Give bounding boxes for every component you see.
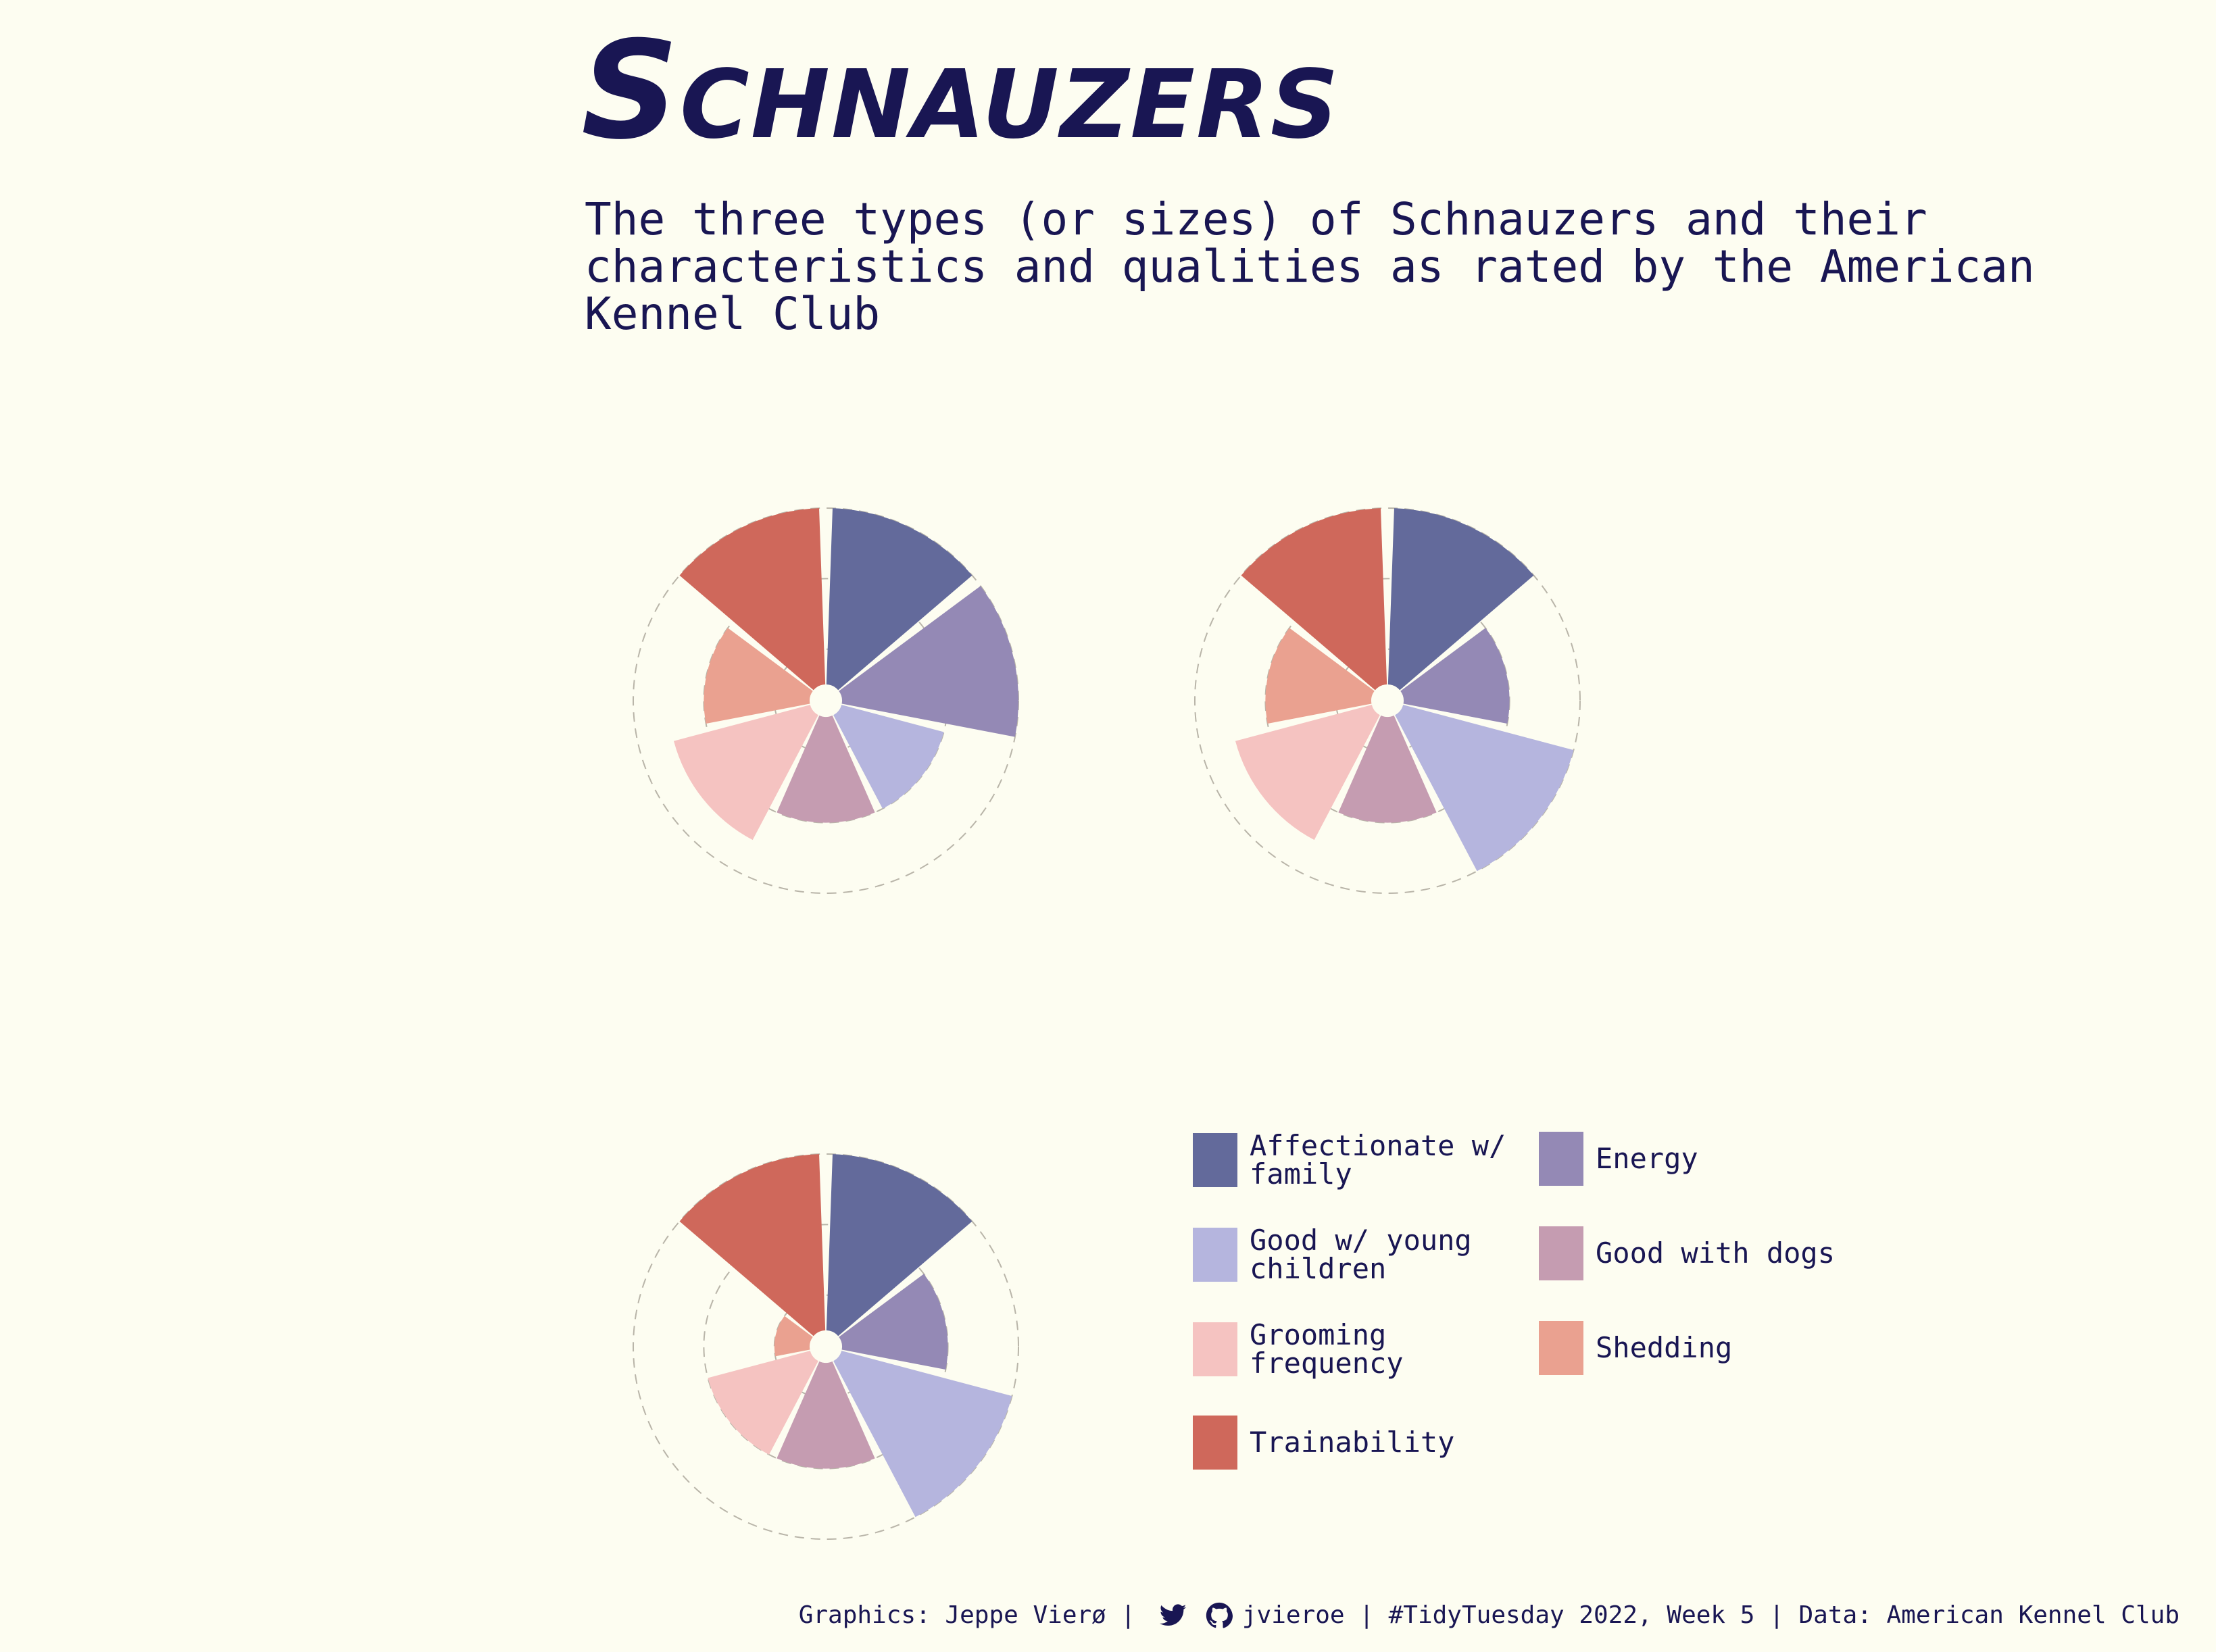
bar-affectionate-w-family xyxy=(826,508,972,691)
legend-swatch xyxy=(1193,1228,1237,1282)
caption-handle: jvieroe xyxy=(1241,1601,1345,1629)
legend-label: Energy xyxy=(1596,1142,1698,1175)
page-subtitle: The three types (or sizes) of Schnauzers… xyxy=(585,193,2035,340)
bar-energy xyxy=(839,1274,948,1370)
bar-shedding xyxy=(704,628,813,724)
gridline-5 xyxy=(1194,507,1581,894)
legend-label: Trainability xyxy=(1250,1426,1455,1459)
legend-label: Grooming frequency xyxy=(1250,1318,1404,1380)
bar-good-with-dogs xyxy=(777,715,875,823)
bar-energy xyxy=(839,586,1018,737)
bar-grooming-frequency xyxy=(708,1351,818,1455)
gridline-5 xyxy=(633,1153,1019,1540)
bar-grooming-frequency xyxy=(1235,705,1380,841)
legend-item-trainability: Trainability xyxy=(1193,1416,1517,1470)
legend-label: Good with dogs xyxy=(1596,1236,1836,1270)
polar-chart-2 xyxy=(1194,507,1581,894)
legend-swatch xyxy=(1193,1416,1237,1470)
caption: Graphics: Jeppe Vierø | jvieroe | #TidyT… xyxy=(799,1601,2180,1629)
polar-chart-3 xyxy=(633,1153,1019,1540)
legend-swatch xyxy=(1193,1322,1237,1376)
legend-label: Shedding xyxy=(1596,1331,1733,1364)
bar-trainability xyxy=(679,508,826,691)
bar-good-with-dogs xyxy=(777,1361,875,1469)
legend-item-shedding: Shedding xyxy=(1539,1321,1863,1375)
legend-item-affectionate-w-family: Affectionate w/ family xyxy=(1193,1132,1517,1188)
legend-item-good-w-young-children: Good w/ young children xyxy=(1193,1226,1517,1283)
bar-trainability xyxy=(679,1154,826,1336)
legend-swatch xyxy=(1539,1132,1583,1186)
gridline-3 xyxy=(703,1224,949,1470)
legend: Affectionate w/ family Energy Good w/ youn… xyxy=(1193,1132,1869,1483)
page-title: Schnauzers xyxy=(581,12,1340,170)
bar-good-w-young-children xyxy=(833,705,944,809)
legend-item-good-with-dogs: Good with dogs xyxy=(1539,1226,1863,1280)
legend-label: Affectionate w/ family xyxy=(1250,1129,1506,1191)
bar-good-w-young-children xyxy=(1395,705,1574,872)
caption-prefix: Graphics: Jeppe Vierø | xyxy=(798,1601,1150,1629)
legend-swatch xyxy=(1539,1321,1583,1375)
bar-energy xyxy=(1400,628,1510,724)
bar-affectionate-w-family xyxy=(1387,508,1534,691)
bar-shedding xyxy=(1265,628,1375,724)
legend-swatch xyxy=(1539,1226,1583,1280)
legend-item-energy: Energy xyxy=(1539,1132,1863,1186)
bar-grooming-frequency xyxy=(673,705,818,841)
bar-shedding xyxy=(774,1316,813,1357)
twitter-icon[interactable] xyxy=(1159,1603,1187,1627)
polar-chart-1 xyxy=(633,507,1019,894)
bar-good-with-dogs xyxy=(1338,715,1437,823)
legend-item-grooming-frequency: Grooming frequency xyxy=(1193,1321,1517,1378)
legend-swatch xyxy=(1193,1133,1237,1187)
bar-good-w-young-children xyxy=(833,1351,1012,1518)
bar-trainability xyxy=(1241,508,1387,691)
caption-suffix: | #TidyTuesday 2022, Week 5 | Data: Amer… xyxy=(1344,1601,2180,1629)
github-icon[interactable] xyxy=(1206,1602,1233,1629)
gridline-3 xyxy=(1264,578,1510,824)
bar-affectionate-w-family xyxy=(826,1154,972,1336)
legend-label: Good w/ young children xyxy=(1250,1224,1472,1285)
